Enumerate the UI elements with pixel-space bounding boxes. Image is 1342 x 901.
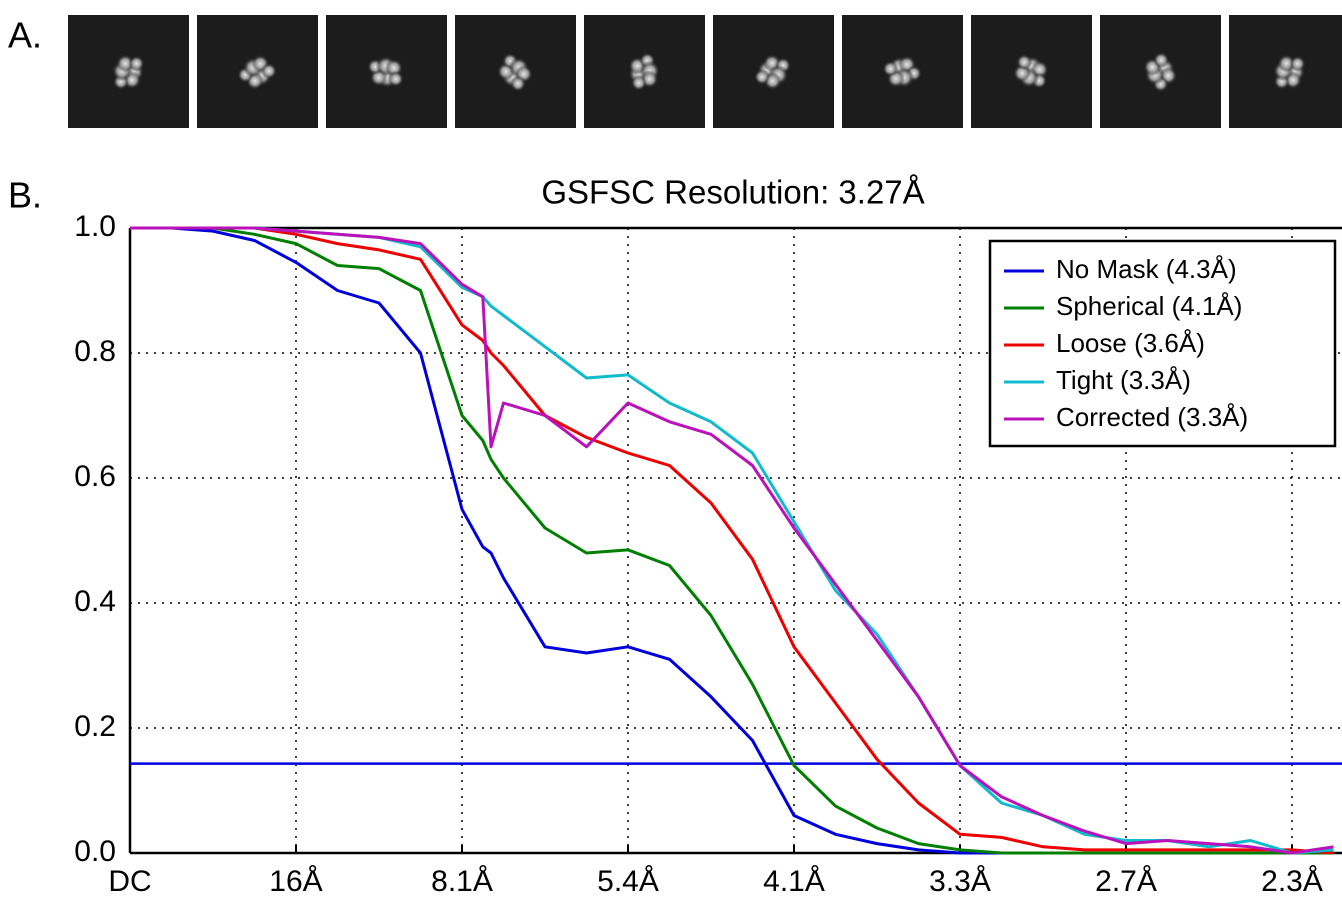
x-tick-label: 16Å — [269, 865, 322, 898]
particle-blob — [1016, 54, 1033, 71]
x-tick-label: 5.4Å — [597, 865, 659, 898]
legend-label: Spherical (4.1Å) — [1056, 291, 1242, 321]
y-tick-label: 0.0 — [74, 835, 116, 868]
particle-blob — [882, 60, 899, 77]
series-line — [130, 226, 1334, 855]
particle-blob — [128, 55, 145, 72]
particle-blob — [1289, 55, 1306, 72]
x-tick-label: 3.3Å — [929, 865, 991, 898]
x-tick-label: DC — [108, 865, 151, 898]
plot: 0.0 0.2 0.4 0.6 0.8 1.0 DC 16Å 8.1Å 5.4Å 4.1Å 3.3Å 2… — [74, 210, 1342, 898]
legend-label: No Mask (4.3Å) — [1056, 254, 1237, 284]
particle-blob — [1153, 52, 1170, 69]
x-tick-label: 2.3Å — [1261, 865, 1323, 898]
x-tick-label: 8.1Å — [431, 865, 493, 898]
legend-label: Loose (3.6Å) — [1056, 328, 1205, 358]
series-line — [130, 226, 1334, 855]
legend-label: Tight (3.3Å) — [1056, 365, 1191, 395]
particle-blob — [387, 70, 404, 87]
series-line — [130, 226, 1334, 855]
chart-title: GSFSC Resolution: 3.27Å — [541, 174, 924, 211]
particle-blob — [116, 54, 135, 73]
y-tick-label: 0.8 — [74, 335, 116, 368]
legend-label: Corrected (3.3Å) — [1056, 402, 1248, 432]
panel-label: B. — [8, 175, 42, 216]
y-tick-label: 1.0 — [74, 210, 116, 243]
particle-blob — [630, 74, 647, 91]
particle-blob — [260, 63, 277, 80]
x-tick-label: 2.7Å — [1095, 865, 1157, 898]
legend-box — [988, 239, 1337, 448]
class-averages — [68, 15, 1342, 128]
y-tick-label: 0.4 — [74, 585, 116, 618]
x-tick-label: 4.1Å — [763, 865, 825, 898]
particle-blob — [510, 75, 527, 92]
particle-blob — [754, 68, 771, 85]
y-tick-label: 0.6 — [74, 460, 116, 493]
y-tick-label: 0.2 — [74, 710, 116, 743]
panel-label: A. — [8, 15, 42, 56]
